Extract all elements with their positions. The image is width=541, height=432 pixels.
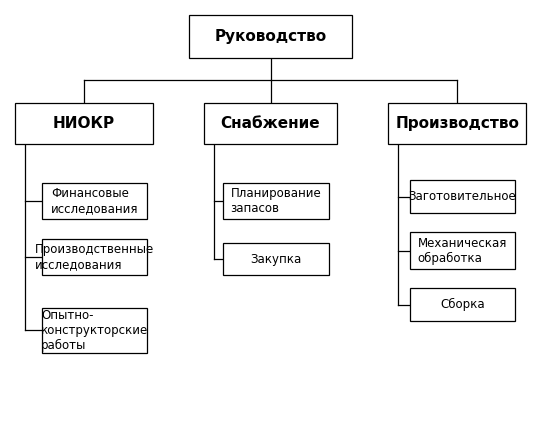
FancyBboxPatch shape xyxy=(410,181,515,213)
FancyBboxPatch shape xyxy=(189,15,352,58)
Text: Механическая
обработка: Механическая обработка xyxy=(418,236,507,265)
FancyBboxPatch shape xyxy=(410,289,515,321)
FancyBboxPatch shape xyxy=(15,103,153,143)
Text: Производство: Производство xyxy=(395,116,519,130)
FancyBboxPatch shape xyxy=(204,103,337,143)
Text: Производственные
исследования: Производственные исследования xyxy=(35,243,154,271)
Text: Заготовительное: Заготовительное xyxy=(408,190,517,203)
Text: Закупка: Закупка xyxy=(250,253,301,266)
FancyBboxPatch shape xyxy=(42,238,147,276)
FancyBboxPatch shape xyxy=(223,182,328,219)
Text: Опытно-
конструкторские
работы: Опытно- конструкторские работы xyxy=(41,309,148,352)
FancyBboxPatch shape xyxy=(42,308,147,353)
Text: Руководство: Руководство xyxy=(214,29,327,44)
Text: Планирование
запасов: Планирование запасов xyxy=(230,187,321,215)
Text: Снабжение: Снабжение xyxy=(221,116,320,130)
Text: Финансовые
исследования: Финансовые исследования xyxy=(51,187,138,215)
FancyBboxPatch shape xyxy=(223,243,328,276)
FancyBboxPatch shape xyxy=(388,103,526,143)
Text: НИОКР: НИОКР xyxy=(53,116,115,130)
FancyBboxPatch shape xyxy=(42,182,147,219)
Text: Сборка: Сборка xyxy=(440,298,485,311)
FancyBboxPatch shape xyxy=(410,232,515,269)
